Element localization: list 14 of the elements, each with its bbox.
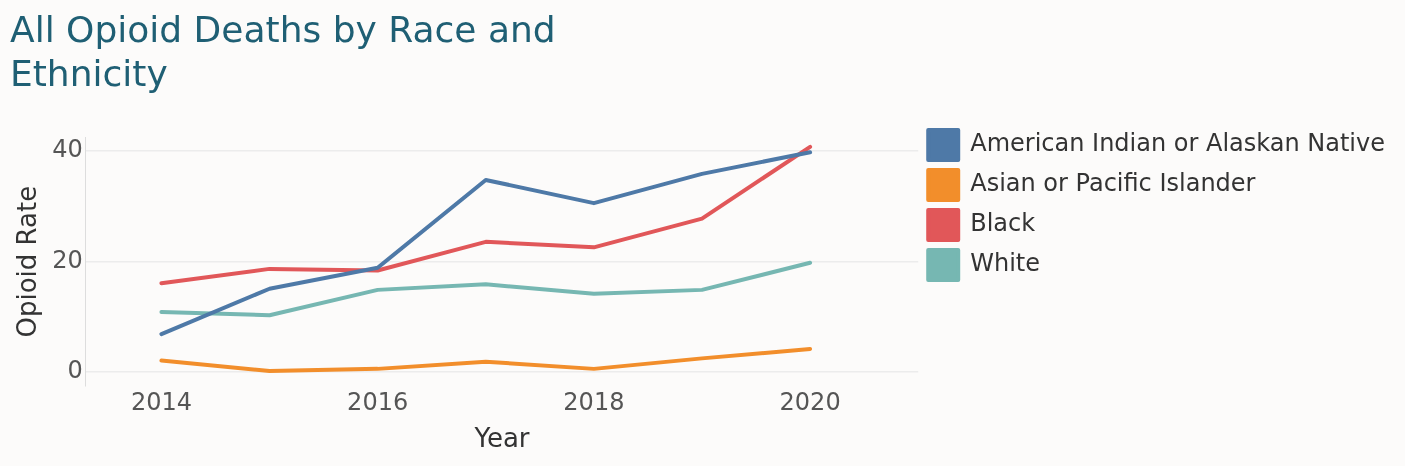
chart-title: All Opioid Deaths by Race and Ethnicity xyxy=(10,8,557,96)
x-axis-title: Year xyxy=(473,423,530,454)
x-tick-label: 2014 xyxy=(130,387,192,416)
legend-label: White xyxy=(970,249,1041,278)
x-tick-label: 2018 xyxy=(563,387,625,416)
y-tick-label: 0 xyxy=(67,356,83,385)
legend-label: Black xyxy=(970,209,1036,238)
x-tick-label: 2020 xyxy=(779,387,841,416)
y-tick-label: 20 xyxy=(52,245,83,274)
y-axis-title: Opioid Rate xyxy=(12,185,43,338)
legend-label: American Indian or Alaskan Native xyxy=(970,129,1386,158)
x-tick-label: 2016 xyxy=(347,387,409,416)
y-tick-label: 40 xyxy=(52,135,83,164)
legend-label: Asian or Pacific Islander xyxy=(970,169,1256,198)
